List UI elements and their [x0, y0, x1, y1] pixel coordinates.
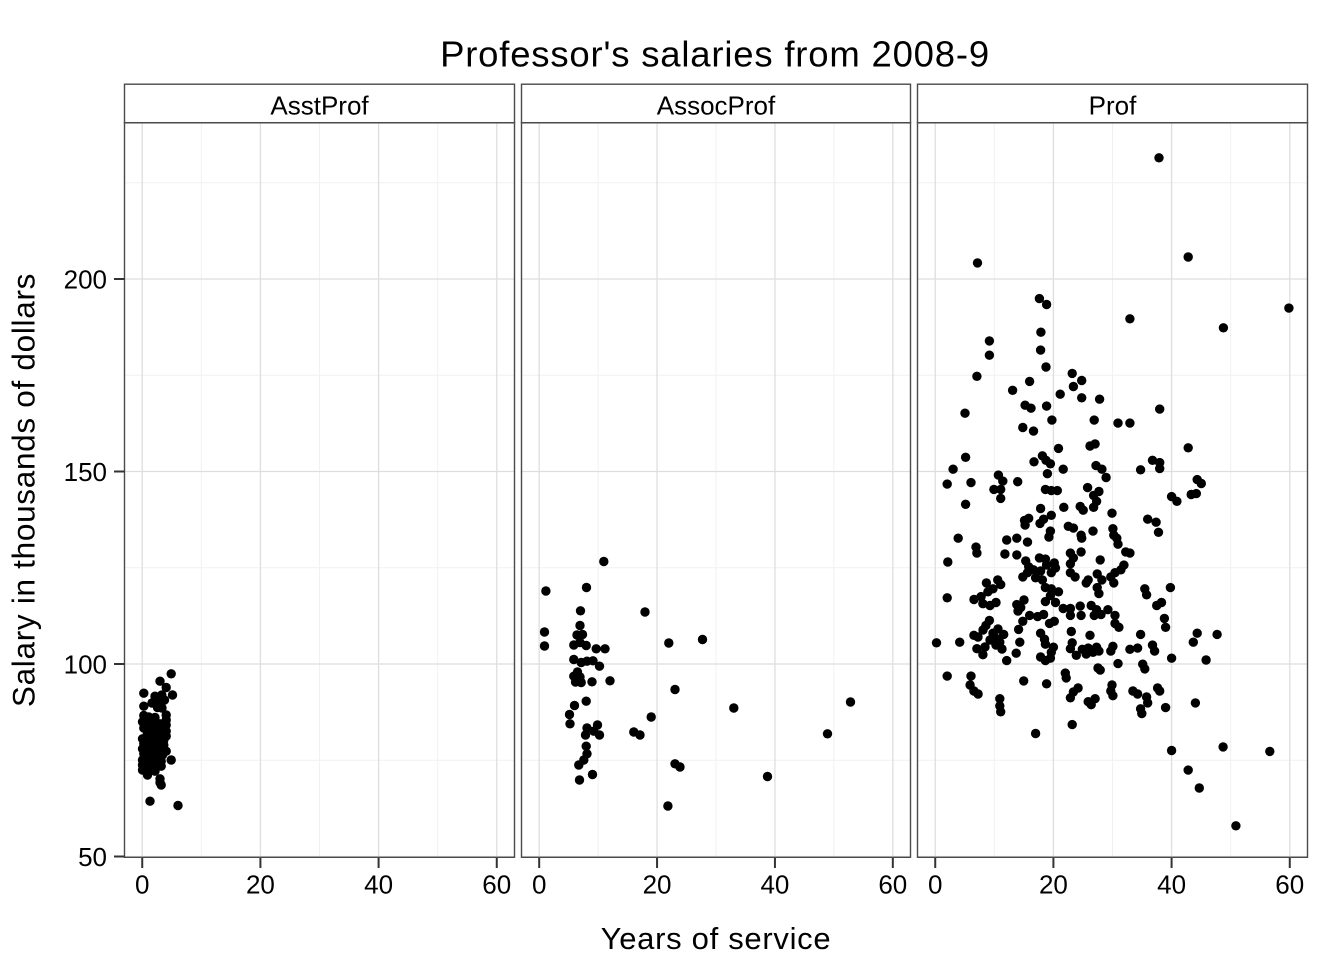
svg-text:AssocProf: AssocProf	[657, 91, 776, 121]
svg-text:20: 20	[643, 870, 672, 900]
svg-text:20: 20	[1039, 870, 1068, 900]
svg-text:20: 20	[246, 870, 275, 900]
svg-text:Prof: Prof	[1089, 91, 1137, 121]
svg-text:40: 40	[364, 870, 393, 900]
svg-text:60: 60	[878, 870, 907, 900]
svg-text:Professor's salaries from 2008: Professor's salaries from 2008-9	[440, 34, 990, 75]
svg-text:60: 60	[482, 870, 511, 900]
svg-text:0: 0	[532, 870, 546, 900]
svg-text:0: 0	[928, 870, 942, 900]
svg-text:200: 200	[64, 265, 107, 295]
svg-text:100: 100	[64, 650, 107, 680]
svg-text:Salary in thousands of dollars: Salary in thousands of dollars	[6, 273, 42, 707]
svg-text:40: 40	[760, 870, 789, 900]
svg-text:150: 150	[64, 457, 107, 487]
svg-text:60: 60	[1275, 870, 1304, 900]
svg-text:0: 0	[135, 870, 149, 900]
svg-text:Years of service: Years of service	[601, 921, 832, 956]
svg-text:AsstProf: AsstProf	[270, 91, 369, 121]
svg-text:50: 50	[78, 842, 107, 872]
svg-text:40: 40	[1157, 870, 1186, 900]
